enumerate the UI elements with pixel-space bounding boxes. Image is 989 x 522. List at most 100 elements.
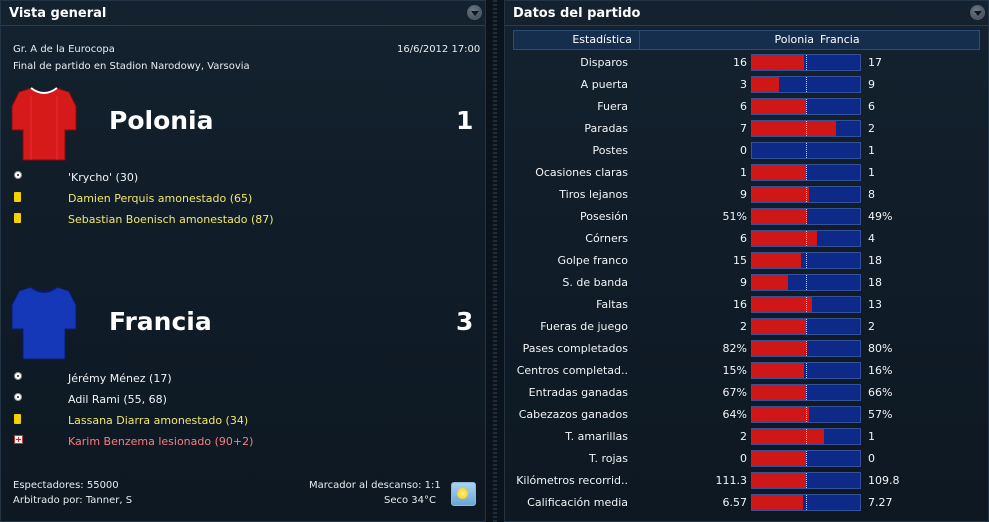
home-column-header[interactable]: Polonia (774, 33, 814, 46)
away-stat-value: 6 (868, 100, 875, 113)
away-stat-value: 80% (868, 342, 893, 355)
away-score: 3 (456, 307, 474, 336)
weather-label: Seco 34°C (384, 495, 437, 506)
home-shirt-icon (11, 87, 77, 161)
away-stat-value: 109.8 (868, 474, 900, 487)
away-stat-value: 9 (868, 78, 875, 91)
stat-row: Entradas ganadas 67% 66% (505, 381, 989, 403)
away-event-text[interactable]: Karim Benzema lesionado (90+2) (68, 435, 254, 448)
away-event-item: Lassana Diarra amonestado (34) (1, 412, 481, 430)
home-bar-fill (752, 253, 802, 268)
away-stat-value: 1 (868, 144, 875, 157)
goal-icon (14, 171, 22, 179)
stat-comparison-bar (751, 98, 861, 115)
stat-row: Faltas 16 13 (505, 293, 989, 315)
stat-label: Tiros lejanos (559, 188, 628, 201)
stat-comparison-bar (751, 186, 861, 203)
home-event-item: 'Krycho' (30) (1, 169, 481, 187)
home-event-item: Sebastian Boenisch amonestado (87) (1, 211, 481, 229)
stat-label: Golpe franco (557, 254, 628, 267)
stat-column-header[interactable]: Estadística (572, 33, 632, 46)
away-event-text[interactable]: Adil Rami (55, 68) (68, 393, 167, 406)
home-stat-value: 82% (722, 342, 747, 355)
home-bar-fill (752, 121, 837, 136)
stat-comparison-bar (751, 428, 861, 445)
home-bar-fill (752, 363, 805, 378)
home-bar-fill (752, 55, 805, 70)
home-event-item: Damien Perquis amonestado (65) (1, 190, 481, 208)
home-stat-value: 64% (722, 408, 747, 421)
home-stat-value: 67% (722, 386, 747, 399)
home-event-text[interactable]: Sebastian Boenisch amonestado (87) (68, 213, 274, 226)
away-team-name[interactable]: Francia (109, 307, 212, 336)
home-stat-value: 9 (740, 188, 747, 201)
away-event-text[interactable]: Jérémy Ménez (17) (68, 372, 172, 385)
stat-row: Kilómetros recorrid.. 111.3 109.8 (505, 469, 989, 491)
home-event-text[interactable]: Damien Perquis amonestado (65) (68, 192, 253, 205)
away-stat-value: 0 (868, 452, 875, 465)
stat-label: Calificación media (527, 496, 628, 509)
away-stat-value: 2 (868, 320, 875, 333)
stat-row: T. amarillas 2 1 (505, 425, 989, 447)
home-bar-fill (752, 341, 807, 356)
stat-comparison-bar (751, 384, 861, 401)
home-bar-fill (752, 473, 807, 488)
home-bar-fill (752, 77, 779, 92)
stat-label: Fueras de juego (540, 320, 628, 333)
home-stat-value: 0 (740, 452, 747, 465)
away-stat-value: 2 (868, 122, 875, 135)
stat-comparison-bar (751, 252, 861, 269)
yellow-card-icon (14, 414, 21, 424)
away-stat-value: 1 (868, 166, 875, 179)
home-stat-value: 16 (733, 56, 747, 69)
collapse-overview-icon[interactable] (467, 5, 482, 20)
stat-comparison-bar (751, 208, 861, 225)
stat-row: Ocasiones claras 1 1 (505, 161, 989, 183)
home-stat-value: 1 (740, 166, 747, 179)
away-stat-value: 8 (868, 188, 875, 201)
stat-label: Postes (592, 144, 628, 157)
stat-comparison-bar (751, 494, 861, 511)
home-stat-value: 111.3 (715, 474, 748, 487)
halftime-score-label: Marcador al descanso: 1:1 (309, 480, 441, 491)
home-team-name[interactable]: Polonia (109, 106, 214, 135)
stat-label: Entradas ganadas (528, 386, 628, 399)
stat-row: Tiros lejanos 9 8 (505, 183, 989, 205)
home-stat-value: 9 (740, 276, 747, 289)
home-bar-fill (752, 99, 806, 114)
stat-comparison-bar (751, 76, 861, 93)
sun-icon (451, 482, 476, 506)
match-stats-panel-title: Datos del partido (513, 6, 641, 21)
home-stat-value: 6.57 (722, 496, 748, 509)
match-venue: Final de partido en Stadion Narodowy, Va… (13, 61, 250, 72)
stat-row: T. rojas 0 0 (505, 447, 989, 469)
stat-label: Disparos (580, 56, 628, 69)
home-stat-value: 15 (733, 254, 747, 267)
home-stat-value: 15% (722, 364, 747, 377)
stat-row: Postes 0 1 (505, 139, 989, 161)
yellow-card-icon (14, 192, 21, 202)
panel-splitter[interactable] (486, 0, 504, 522)
away-stat-value: 18 (868, 276, 882, 289)
match-datetime: 16/6/2012 17:00 (397, 44, 481, 55)
away-column-header[interactable]: Francia (820, 33, 860, 46)
home-bar-fill (752, 231, 817, 246)
stat-label: T. amarillas (565, 430, 628, 443)
away-stat-value: 4 (868, 232, 875, 245)
stat-label: Cabezazos ganados (518, 408, 628, 421)
overview-panel: Vista general Gr. A de la Eurocopa 16/6/… (0, 0, 486, 522)
away-stat-value: 49% (868, 210, 893, 223)
away-event-text[interactable]: Lassana Diarra amonestado (34) (68, 414, 249, 427)
injury-icon (14, 435, 23, 444)
away-shirt-icon (11, 286, 77, 360)
stat-row: Calificación media 6.57 7.27 (505, 491, 989, 513)
stat-comparison-bar (751, 318, 861, 335)
stat-row: Fueras de juego 2 2 (505, 315, 989, 337)
stat-label: T. rojas (589, 452, 628, 465)
yellow-card-icon (14, 213, 21, 223)
home-bar-fill (752, 297, 812, 312)
home-event-text[interactable]: 'Krycho' (30) (68, 171, 139, 184)
stat-comparison-bar (751, 406, 861, 423)
collapse-stats-icon[interactable] (970, 5, 985, 20)
spectators-label: Espectadores: 55000 (13, 480, 119, 491)
